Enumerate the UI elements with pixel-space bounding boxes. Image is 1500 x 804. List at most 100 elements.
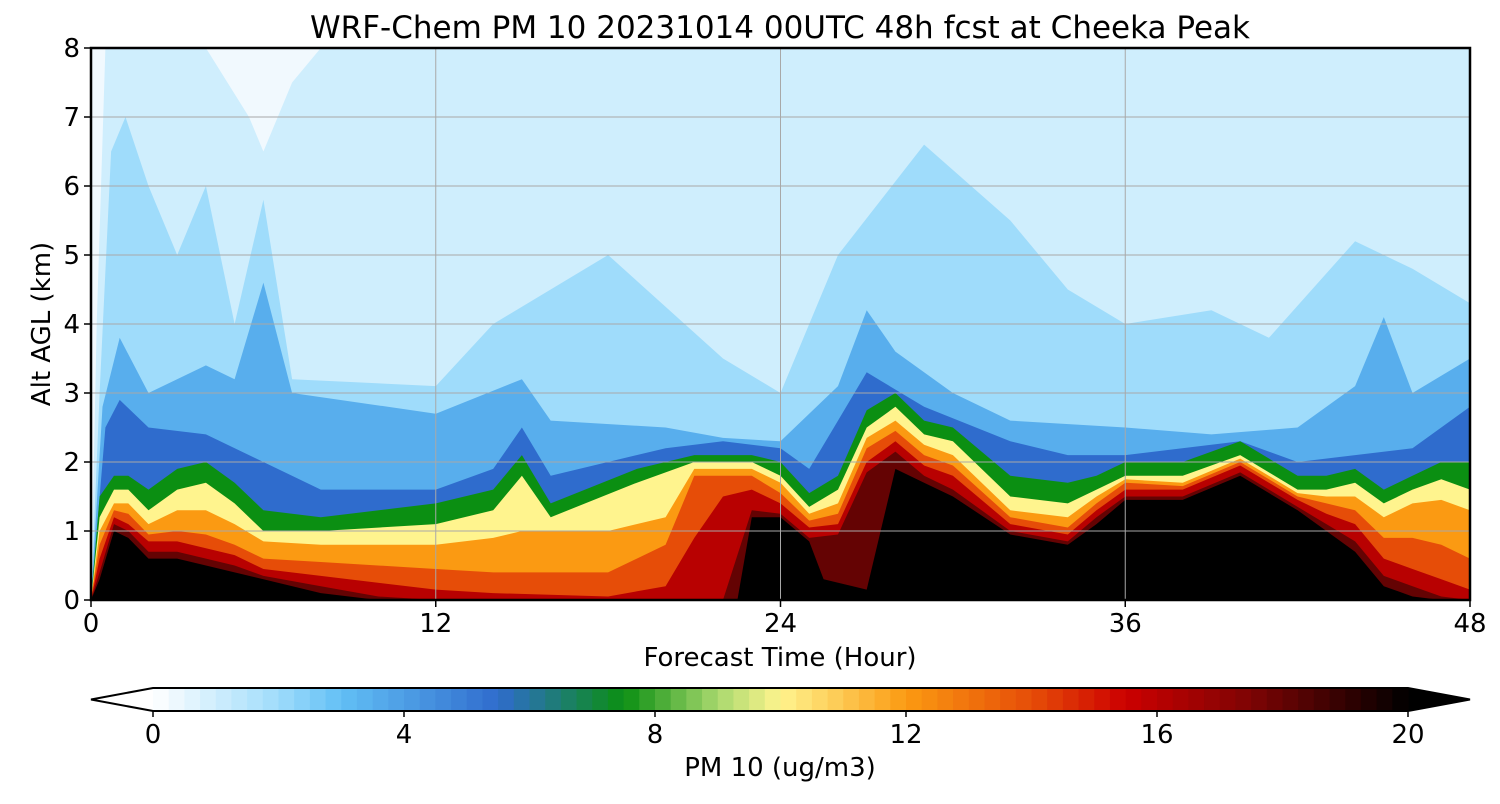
y-tick-label: 0 — [63, 586, 80, 616]
colorbar-swatch — [733, 688, 750, 711]
colorbar-swatch — [921, 688, 938, 711]
colorbar-swatch — [1109, 688, 1127, 711]
colorbar-swatch — [529, 688, 546, 711]
colorbar-swatch — [513, 688, 531, 711]
colorbar-swatch — [372, 688, 389, 711]
colorbar-swatch — [858, 688, 876, 711]
colorbar-swatch — [1031, 688, 1048, 711]
colorbar-swatch — [670, 688, 687, 711]
colorbar-swatch — [890, 688, 907, 711]
colorbar-swatch — [294, 688, 311, 711]
x-tick-label: 12 — [419, 609, 452, 639]
colorbar-tick-label: 4 — [396, 720, 413, 750]
colorbar-swatch — [1172, 688, 1189, 711]
colorbar-swatch — [1376, 688, 1393, 711]
y-tick-label: 6 — [63, 172, 80, 202]
x-tick-label: 48 — [1453, 609, 1486, 639]
colorbar-swatch — [655, 688, 672, 711]
colorbar-swatch — [827, 688, 844, 711]
colorbar-swatch — [1313, 688, 1331, 711]
x-tick-label: 0 — [83, 609, 100, 639]
colorbar-swatch — [356, 688, 374, 711]
colorbar-swatch — [639, 688, 656, 711]
colorbar-swatch — [796, 688, 813, 711]
x-tick-label: 24 — [764, 609, 797, 639]
colorbar-swatch — [1125, 688, 1142, 711]
colorbar-swatch — [1251, 688, 1268, 711]
colorbar-swatch — [1141, 688, 1158, 711]
colorbar-swatch — [717, 688, 735, 711]
colorbar-tick-label: 20 — [1391, 720, 1424, 750]
colorbar-swatch — [262, 688, 280, 711]
colorbar-swatch — [607, 688, 625, 711]
colorbar-swatch — [1392, 688, 1409, 711]
colorbar-swatch — [1282, 688, 1299, 711]
y-tick-label: 2 — [63, 448, 80, 478]
colorbar-extend-low — [91, 688, 153, 711]
x-axis-label: Forecast Time (Hour) — [643, 643, 916, 673]
colorbar-swatch — [153, 688, 170, 711]
colorbar-swatch — [780, 688, 797, 711]
colorbar-swatch — [1329, 688, 1346, 711]
colorbar-swatch — [168, 688, 185, 711]
y-axis-label: Alt AGL (km) — [27, 242, 57, 406]
colorbar-swatch — [1360, 688, 1378, 711]
colorbar-swatch — [984, 688, 1001, 711]
colorbar-tick-label: 8 — [647, 720, 664, 750]
colorbar-swatch — [749, 688, 766, 711]
colorbar-swatch — [388, 688, 405, 711]
colorbar-swatch — [1157, 688, 1174, 711]
colorbar-swatch — [325, 688, 342, 711]
colorbar-swatch — [247, 688, 264, 711]
colorbar-tick-label: 0 — [145, 720, 162, 750]
colorbar-tick-label: 12 — [889, 720, 922, 750]
colorbar-swatch — [1219, 688, 1237, 711]
colorbar-swatch — [843, 688, 860, 711]
colorbar: 0 4 8 12 16 20 — [90, 687, 1471, 750]
colorbar-swatch — [1235, 688, 1252, 711]
colorbar-swatch — [937, 688, 954, 711]
colorbar-swatch — [1094, 688, 1111, 711]
colorbar-swatch — [764, 688, 782, 711]
colorbar-swatch — [451, 688, 468, 711]
colorbar-swatch — [1204, 688, 1221, 711]
colorbar-swatch — [968, 688, 986, 711]
colorbar-label: PM 10 (ug/m3) — [684, 753, 876, 783]
colorbar-swatch — [576, 688, 593, 711]
y-tick-label: 8 — [63, 34, 80, 64]
y-tick-label: 7 — [63, 103, 80, 133]
colorbar-swatch — [1298, 688, 1315, 711]
colorbar-swatch — [419, 688, 436, 711]
x-tick-label: 36 — [1109, 609, 1142, 639]
colorbar-swatch — [184, 688, 201, 711]
chart-title: WRF-Chem PM 10 20231014 00UTC 48h fcst a… — [310, 10, 1250, 46]
y-tick-label: 3 — [63, 379, 80, 409]
colorbar-swatch — [1078, 688, 1095, 711]
colorbar-swatch — [953, 688, 970, 711]
colorbar-swatch — [404, 688, 421, 711]
y-tick-label: 4 — [63, 310, 80, 340]
colorbar-swatch — [1047, 688, 1064, 711]
colorbar-swatch — [1015, 688, 1033, 711]
colorbar-swatch — [1062, 688, 1080, 711]
colorbar-swatch — [309, 688, 327, 711]
colorbar-swatch — [482, 688, 499, 711]
y-tick-label: 5 — [63, 241, 80, 271]
colorbar-swatch — [686, 688, 703, 711]
colorbar-tick-label: 16 — [1140, 720, 1173, 750]
colorbar-swatch — [592, 688, 609, 711]
colorbar-swatch — [702, 688, 719, 711]
colorbar-swatch — [560, 688, 578, 711]
colorbar-swatch — [874, 688, 891, 711]
colorbar-swatch — [200, 688, 217, 711]
colorbar-swatch — [545, 688, 562, 711]
colorbar-swatch — [623, 688, 640, 711]
colorbar-swatch — [906, 688, 923, 711]
colorbar-swatch — [811, 688, 829, 711]
colorbar-swatch — [1000, 688, 1017, 711]
colorbar-swatch — [435, 688, 452, 711]
y-tick-label: 1 — [63, 517, 80, 547]
